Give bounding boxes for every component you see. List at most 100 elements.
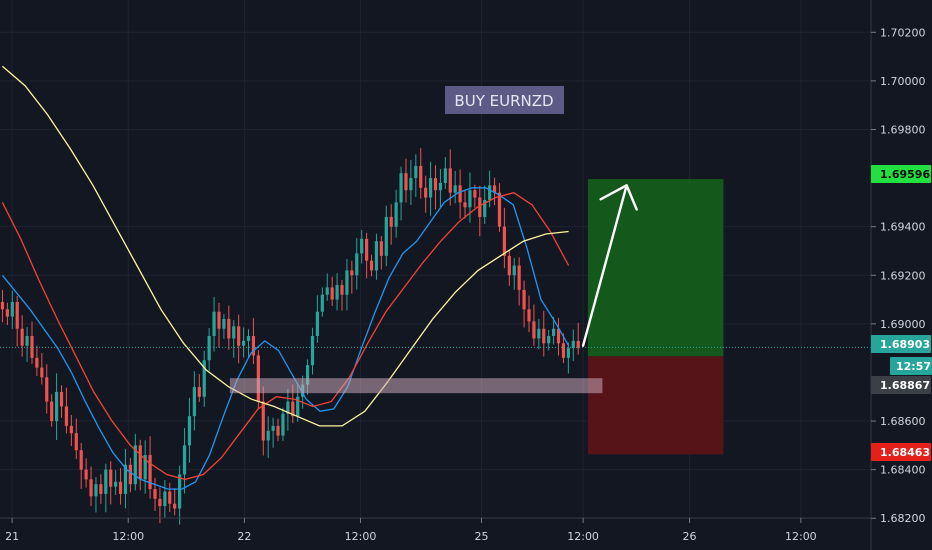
stop-loss-tag: 1.68463 bbox=[871, 443, 931, 461]
candle bbox=[79, 442, 83, 489]
entry-tag-label: 1.68867 bbox=[880, 379, 930, 392]
take-profit-zone[interactable] bbox=[587, 179, 724, 357]
candle bbox=[187, 397, 192, 463]
take-profit-tag: 1.69596 bbox=[871, 165, 931, 183]
candle bbox=[197, 374, 201, 402]
arrow-head bbox=[599, 184, 638, 211]
candle bbox=[566, 342, 570, 374]
candle bbox=[286, 388, 290, 431]
moving-average-line bbox=[1, 187, 570, 490]
candle bbox=[40, 352, 44, 385]
candle bbox=[192, 371, 196, 431]
candle bbox=[561, 333, 566, 364]
price-axis[interactable]: 1.70200 1.70000 1.69800 1.69400 1.69200 1.690… bbox=[871, 26, 926, 525]
x-tick-label: 26 bbox=[683, 530, 697, 543]
candle bbox=[222, 314, 226, 339]
candle bbox=[109, 461, 113, 505]
candle bbox=[369, 254, 374, 277]
x-tick-label: 12:00 bbox=[567, 530, 599, 543]
candle bbox=[320, 287, 324, 317]
candle bbox=[20, 315, 24, 357]
candle bbox=[315, 295, 319, 343]
candle bbox=[237, 314, 241, 364]
candle bbox=[478, 185, 482, 237]
candle bbox=[409, 160, 413, 205]
y-tick-label: 1.69000 bbox=[880, 318, 926, 331]
candle bbox=[99, 474, 103, 504]
candle bbox=[483, 185, 487, 225]
candle bbox=[527, 295, 531, 333]
chart-title-background bbox=[445, 86, 564, 114]
candle bbox=[453, 170, 457, 204]
buy-arrow[interactable] bbox=[581, 184, 638, 347]
candle bbox=[384, 205, 388, 267]
arrow-shaft bbox=[581, 184, 628, 347]
countdown-tag: 12:57 bbox=[890, 357, 932, 375]
y-tick-label: 1.69400 bbox=[880, 221, 926, 234]
candle bbox=[182, 427, 187, 494]
candle bbox=[74, 418, 78, 460]
candle bbox=[345, 258, 349, 311]
candlestick-series bbox=[0, 148, 580, 525]
candle bbox=[556, 317, 561, 356]
moving-average-line bbox=[1, 65, 569, 427]
candle bbox=[424, 175, 428, 213]
candle bbox=[0, 289, 5, 323]
x-tick-label: 25 bbox=[474, 530, 488, 543]
x-tick-label: 22 bbox=[237, 530, 251, 543]
candle bbox=[419, 148, 423, 199]
y-tick-label: 1.70000 bbox=[880, 75, 926, 88]
candle bbox=[404, 158, 408, 203]
candle bbox=[360, 230, 364, 264]
candle bbox=[173, 487, 177, 516]
candle bbox=[118, 468, 123, 505]
candle bbox=[507, 250, 511, 286]
candle bbox=[379, 235, 383, 270]
candle bbox=[54, 373, 59, 441]
candle bbox=[50, 394, 54, 427]
candle bbox=[114, 470, 118, 495]
candle bbox=[350, 260, 354, 294]
candle bbox=[251, 318, 256, 365]
candle bbox=[492, 177, 497, 206]
candle bbox=[153, 477, 157, 511]
candle bbox=[178, 465, 182, 525]
candle bbox=[389, 204, 393, 245]
candle bbox=[438, 168, 443, 208]
candle bbox=[517, 257, 521, 306]
candle bbox=[468, 172, 472, 223]
y-tick-label: 1.70200 bbox=[880, 26, 926, 39]
candle bbox=[330, 276, 334, 307]
candle bbox=[69, 414, 73, 447]
candle bbox=[443, 157, 447, 189]
current-price-tag-label: 1.68903 bbox=[880, 338, 930, 351]
candle bbox=[59, 385, 64, 418]
entry-tag: 1.68867 bbox=[871, 376, 931, 394]
candle bbox=[340, 279, 344, 311]
moving-average-lines bbox=[1, 65, 570, 490]
x-tick-label: 12:00 bbox=[785, 530, 817, 543]
candle bbox=[448, 149, 452, 206]
plot-area[interactable]: BUY EURNZD bbox=[0, 0, 871, 525]
gridlines bbox=[0, 0, 871, 519]
stop-loss-zone[interactable] bbox=[587, 356, 724, 455]
x-tick-label: 12:00 bbox=[345, 530, 377, 543]
candle bbox=[374, 233, 379, 280]
candle bbox=[232, 320, 236, 358]
candle bbox=[5, 302, 9, 325]
candle bbox=[571, 329, 575, 362]
candle bbox=[463, 190, 467, 219]
chart-title-label[interactable]: BUY EURNZD bbox=[445, 86, 564, 114]
candle bbox=[325, 273, 329, 301]
y-tick-label: 1.68400 bbox=[880, 464, 926, 477]
candle bbox=[547, 329, 551, 351]
candle bbox=[542, 310, 546, 357]
chart-title: BUY EURNZD bbox=[454, 92, 553, 110]
support-zone[interactable] bbox=[229, 378, 603, 394]
candle bbox=[537, 318, 541, 350]
candle bbox=[552, 316, 556, 345]
candle bbox=[202, 350, 206, 407]
time-axis[interactable]: 21 12:00 22 12:00 25 12:00 26 12:00 bbox=[5, 518, 817, 543]
candle bbox=[163, 480, 167, 518]
